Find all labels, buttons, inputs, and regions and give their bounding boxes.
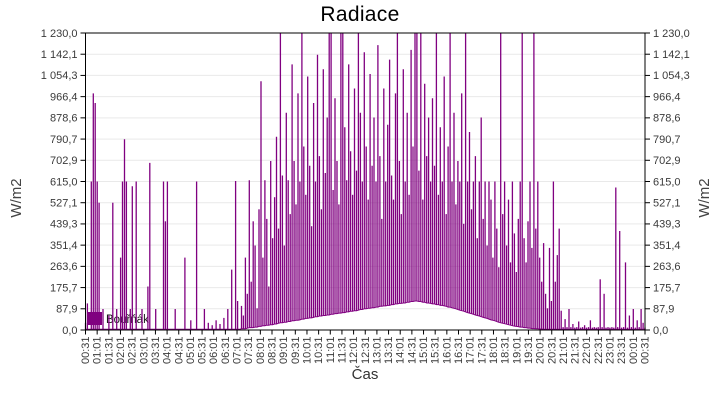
y-tick-label: 0,0 [653, 325, 668, 337]
y-tick-label: 1 142,1 [41, 49, 78, 61]
x-tick-label: 12:01 [348, 337, 360, 365]
y-tick-labels: 1 230,0 1 230,0 1 142,1 1 142,1 1 054,3 1 054… [41, 28, 690, 337]
y-tick-label: 966,4 [50, 91, 78, 103]
x-tick-label: 22:31 [593, 337, 605, 365]
y-tick-label: 263,6 [50, 261, 78, 273]
x-tick-label: 21:31 [570, 337, 582, 365]
x-tick-label: 00:31 [640, 337, 652, 365]
x-tick-label: 13:31 [383, 337, 395, 365]
y-tick-label: 527,1 [50, 198, 78, 210]
x-tick-label: 00:01 [628, 337, 640, 365]
x-tick-label: 08:31 [267, 337, 279, 365]
x-tick-label: 15:31 [430, 337, 442, 365]
x-tick-label: 14:01 [395, 337, 407, 365]
x-tick-label: 19:31 [523, 337, 535, 365]
x-tick-label: 12:31 [360, 337, 372, 365]
plot-frame [85, 32, 646, 331]
x-tick-label: 10:01 [302, 337, 314, 365]
y-tick-label: 878,6 [50, 113, 78, 125]
gridlines-group [85, 53, 645, 310]
y-tick-label: 1 054,3 [41, 70, 78, 82]
y-tick-label: 966,4 [653, 91, 681, 103]
axis-ticks [80, 32, 650, 335]
y-tick-label: 175,7 [50, 282, 78, 294]
y-tick-label: 615,0 [653, 176, 681, 188]
x-tick-label: 23:31 [616, 337, 628, 365]
y-tick-label: 702,9 [50, 155, 78, 167]
y-tick-label: 263,6 [653, 261, 681, 273]
x-tick-label: 14:31 [406, 337, 418, 365]
x-tick-label: 01:31 [103, 337, 115, 365]
y-tick-label: 1 230,0 [653, 28, 690, 40]
x-tick-label: 03:01 [138, 337, 150, 365]
x-tick-label: 22:01 [581, 337, 593, 365]
y-tick-label: 1 142,1 [653, 49, 690, 61]
x-tick-label: 17:31 [476, 337, 488, 365]
y-tick-label: 87,9 [653, 304, 674, 316]
x-tick-label: 03:31 [150, 337, 162, 365]
y-tick-label: 615,0 [50, 176, 78, 188]
y-tick-label: 1 054,3 [653, 70, 690, 82]
y-tick-label: 175,7 [653, 282, 681, 294]
x-tick-label: 15:01 [418, 337, 430, 365]
x-tick-label: 10:31 [313, 337, 325, 365]
x-tick-labels: 00:31 01:01 01:31 02:01 02:31 03:01 03:31 04:01… [80, 337, 652, 365]
x-tick-label: 20:31 [546, 337, 558, 365]
x-tick-label: 07:01 [232, 337, 244, 365]
x-tick-label: 04:01 [162, 337, 174, 365]
x-tick-label: 11:31 [336, 337, 348, 364]
x-tick-label: 19:01 [511, 337, 523, 365]
x-axis-label: Čas [351, 366, 379, 383]
x-tick-label: 23:01 [605, 337, 617, 365]
x-tick-label: 01:01 [92, 337, 104, 365]
x-tick-label: 16:31 [453, 337, 465, 365]
x-tick-label: 02:01 [115, 337, 127, 365]
x-tick-label: 17:01 [465, 337, 477, 365]
x-tick-label: 05:31 [197, 337, 209, 365]
radiation-series [84, 33, 646, 330]
y-tick-label: 702,9 [653, 155, 681, 167]
x-tick-label: 07:31 [243, 337, 255, 365]
x-tick-label: 13:01 [371, 337, 383, 365]
y-tick-label: 439,3 [50, 219, 78, 231]
y-tick-label: 527,1 [653, 198, 681, 210]
x-tick-label: 09:31 [290, 337, 302, 365]
chart-title: Radiace [320, 3, 400, 26]
x-tick-label: 18:01 [488, 337, 500, 365]
x-tick-label: 05:01 [185, 337, 197, 365]
y-tick-label: 790,7 [50, 134, 78, 146]
x-tick-label: 08:01 [255, 337, 267, 365]
x-tick-label: 02:31 [127, 337, 139, 365]
y-tick-label: 439,3 [653, 219, 681, 231]
x-tick-label: 06:31 [220, 337, 232, 365]
y-tick-label: 1 230,0 [41, 28, 78, 40]
x-tick-label: 21:01 [558, 337, 570, 365]
y-tick-label: 351,4 [653, 240, 681, 252]
x-tick-label: 06:01 [208, 337, 220, 365]
x-tick-label: 18:31 [500, 337, 512, 365]
y-tick-label: 87,9 [56, 304, 77, 316]
x-tick-label: 11:01 [325, 337, 337, 364]
x-tick-label: 09:01 [278, 337, 290, 365]
y-tick-label: 878,6 [653, 113, 681, 125]
x-tick-label: 00:31 [80, 337, 92, 365]
x-tick-label: 20:01 [535, 337, 547, 365]
y-tick-label: 0,0 [62, 325, 77, 337]
y-tick-label: 351,4 [50, 240, 78, 252]
x-tick-label: 04:31 [173, 337, 185, 365]
x-tick-label: 16:01 [441, 337, 453, 365]
y-tick-label: 790,7 [653, 134, 681, 146]
